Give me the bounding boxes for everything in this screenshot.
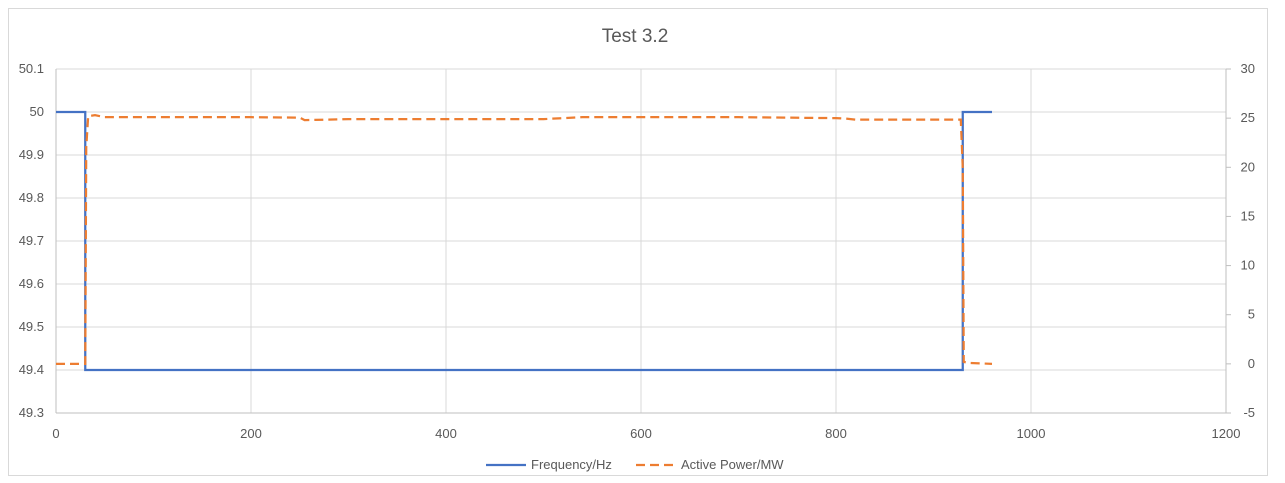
x-tick-label: 0 — [52, 426, 59, 441]
x-tick-label: 1000 — [1017, 426, 1046, 441]
legend: Frequency/Hz Active Power/MW — [486, 457, 784, 472]
y2-tick-label: 10 — [1241, 258, 1255, 273]
y-tick-label: 49.8 — [19, 190, 44, 205]
y2-tick-label: -5 — [1243, 405, 1255, 420]
legend-label-frequency: Frequency/Hz — [531, 457, 612, 472]
y-tick-label: 49.3 — [19, 405, 44, 420]
y-tick-label: 49.5 — [19, 319, 44, 334]
x-tick-label: 1200 — [1212, 426, 1241, 441]
y-tick-label: 49.6 — [19, 276, 44, 291]
chart-frame — [8, 8, 1268, 476]
series-group — [56, 110, 993, 372]
y2-tick-label: 0 — [1248, 356, 1255, 371]
chart-title: Test 3.2 — [602, 26, 669, 47]
y-tick-label: 49.4 — [19, 362, 44, 377]
gridlines — [55, 68, 1227, 414]
active-power-series-line — [56, 114, 993, 365]
y-tick-label: 50 — [30, 104, 44, 119]
frequency-series-line — [56, 110, 992, 372]
y2-tick-label: 5 — [1248, 307, 1255, 322]
x-tick-label: 200 — [240, 426, 262, 441]
y2-tick-label: 20 — [1241, 159, 1255, 174]
y2-tick-label: 25 — [1241, 110, 1255, 125]
y-tick-label: 49.9 — [19, 147, 44, 162]
y-tick-label: 49.7 — [19, 233, 44, 248]
y2-tick-label: 30 — [1241, 61, 1255, 76]
x-tick-label: 600 — [630, 426, 652, 441]
y2-tick-label: 15 — [1241, 208, 1255, 223]
x-tick-label: 400 — [435, 426, 457, 441]
legend-label-active-power: Active Power/MW — [681, 457, 784, 472]
y-tick-label: 50.1 — [19, 61, 44, 76]
axes: 0 200 400 600 800 1000 120049.349.449.549.649.… — [19, 61, 1255, 441]
x-tick-label: 800 — [825, 426, 847, 441]
